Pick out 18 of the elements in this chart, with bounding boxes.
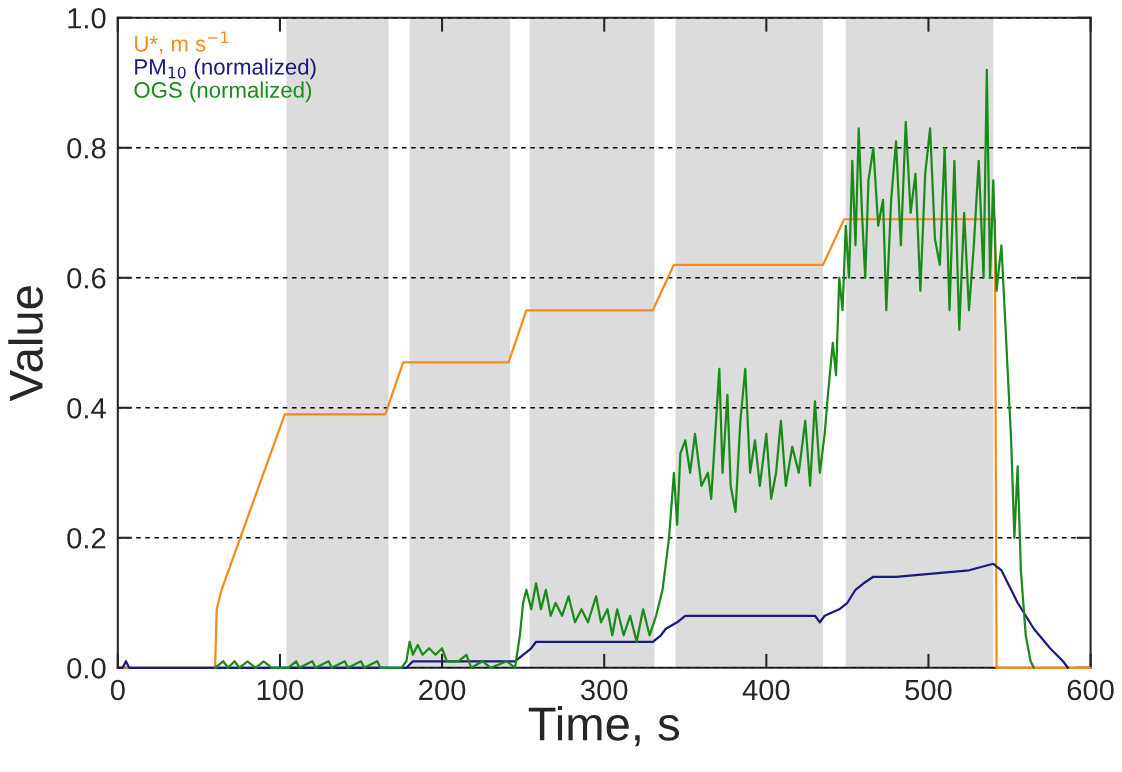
x-tick-label: 300 [580,679,628,701]
text: PM$_{10}$ (normalized) [135,58,316,80]
y-tick-label: 0.6 [67,267,106,289]
x-tick-label: 200 [419,679,466,701]
text: U*, m s$^{−1}$ [135,31,228,55]
y-tick-label: 1.0 [68,7,106,29]
y-tick-label: 0.4 [67,397,106,419]
y-tick-label: 0.0 [67,657,106,679]
x-tick-label: 0 [110,679,125,701]
x-tick-label: 500 [905,679,952,701]
x-axis-title: Time, s [528,706,679,747]
x-tick-label: 600 [1067,679,1114,701]
text: OGS (normalized) [134,81,312,103]
y-tick-label: 0.8 [67,137,106,159]
y-tick-label: 0.2 [67,527,106,549]
x-tick-label: 400 [742,679,790,701]
x-tick-label: 100 [257,679,304,701]
y-axis-title: Value [8,286,43,402]
